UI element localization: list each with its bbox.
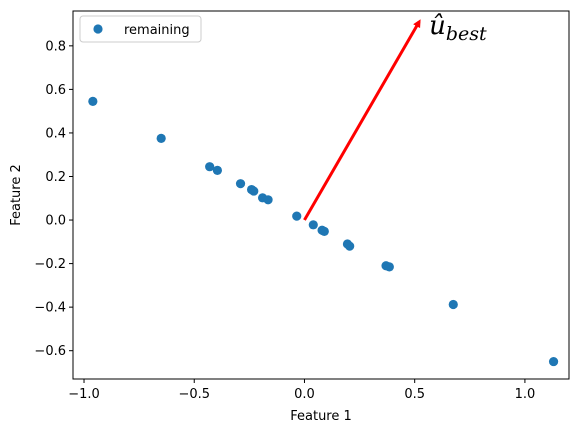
y-tick-label: −0.2: [34, 257, 66, 272]
y-tick-label: −0.4: [34, 301, 66, 316]
u-best-arrow: [303, 19, 421, 221]
y-tick-label: 0.6: [45, 83, 66, 98]
y-tick-label: −0.6: [34, 344, 66, 359]
y-tick-label: 0.2: [45, 170, 66, 185]
u-best-label: ûbest: [429, 11, 487, 45]
data-point-10: [308, 220, 318, 230]
legend-box: [79, 15, 202, 43]
legend: remaining: [79, 15, 202, 43]
y-tick-label: 0.4: [45, 126, 66, 141]
y-tick-label: 0.8: [45, 39, 66, 54]
plot-frame: [72, 10, 570, 380]
data-point-17: [448, 299, 458, 310]
x-tick-label: 0.5: [404, 387, 425, 402]
data-point-1: [156, 133, 166, 143]
data-point-18: [548, 356, 559, 367]
legend-label: remaining: [124, 23, 190, 38]
annotation-layer: ûbest: [303, 11, 487, 221]
x-axis: −1.0 −0.5 0.0 0.5 1.0: [68, 379, 535, 402]
x-axis-title: Feature 1: [290, 409, 352, 424]
y-axis: −0.6 −0.4 −0.2 0.0 0.2 0.4 0.6 0.8: [34, 39, 73, 359]
data-point-9: [292, 211, 302, 221]
legend-marker: [93, 24, 103, 34]
data-point-0: [88, 96, 98, 106]
x-tick-label: −1.0: [68, 387, 100, 402]
data-point-16: [384, 262, 394, 272]
x-tick-label: 1.0: [515, 387, 536, 402]
data-point-8: [263, 195, 273, 205]
data-point-4: [235, 179, 246, 189]
y-tick-label: 0.0: [45, 214, 66, 229]
data-points: [88, 96, 559, 367]
x-tick-label: 0.0: [294, 387, 315, 402]
data-point-2: [205, 162, 215, 172]
data-point-14: [345, 241, 355, 251]
x-tick-label: −0.5: [178, 387, 210, 402]
data-point-3: [212, 165, 222, 175]
data-point-6: [249, 186, 259, 196]
y-axis-title: Feature 2: [9, 164, 24, 226]
data-point-12: [319, 226, 329, 236]
